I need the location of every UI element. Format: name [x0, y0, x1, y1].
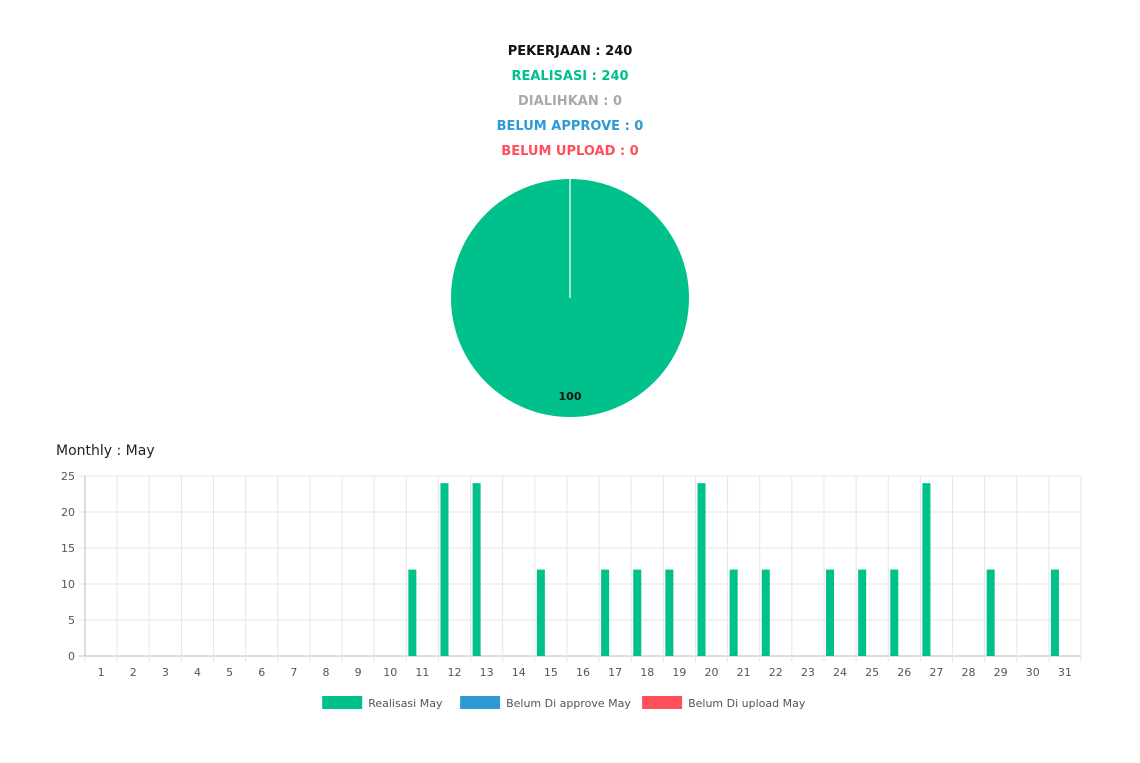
- x-tick-label: 27: [929, 666, 943, 679]
- x-tick-label: 6: [258, 666, 265, 679]
- belum-upload-total: BELUM UPLOAD : 0: [501, 144, 639, 159]
- bar-realisasi-may-day-12[interactable]: [440, 483, 449, 656]
- bar-realisasi-may-day-19[interactable]: [665, 569, 674, 656]
- x-tick-label: 19: [672, 666, 686, 679]
- x-tick-label: 13: [480, 666, 494, 679]
- pie-chart: 100: [451, 179, 689, 417]
- y-tick-label: 10: [61, 578, 75, 591]
- bar-realisasi-may-day-25[interactable]: [858, 569, 867, 656]
- y-tick-label: 15: [61, 542, 75, 555]
- x-tick-label: 14: [512, 666, 526, 679]
- bar-realisasi-may-day-15[interactable]: [536, 569, 545, 656]
- x-tick-label: 21: [737, 666, 751, 679]
- x-tick-label: 31: [1058, 666, 1072, 679]
- bar-realisasi-may-day-20[interactable]: [697, 483, 706, 656]
- y-tick-label: 20: [61, 506, 75, 519]
- y-tick-label: 5: [68, 614, 75, 627]
- belum-approve-total: BELUM APPROVE : 0: [496, 119, 644, 134]
- x-tick-label: 15: [544, 666, 558, 679]
- y-tick-label: 25: [61, 470, 75, 483]
- bar-realisasi-may-day-22[interactable]: [761, 569, 770, 656]
- x-tick-label: 4: [194, 666, 201, 679]
- x-tick-label: 10: [383, 666, 397, 679]
- x-tick-label: 8: [322, 666, 329, 679]
- bar-realisasi-may-day-27[interactable]: [922, 483, 931, 656]
- x-tick-label: 2: [130, 666, 137, 679]
- y-tick-label: 0: [68, 650, 75, 663]
- dialihkan-total: DIALIHKAN : 0: [518, 94, 622, 109]
- pie-data-label: 100: [559, 390, 582, 403]
- x-tick-label: 22: [769, 666, 783, 679]
- monthly-title: Monthly : May: [56, 443, 155, 459]
- bar-realisasi-may-day-24[interactable]: [826, 569, 835, 656]
- x-tick-label: 9: [355, 666, 362, 679]
- bar-realisasi-may-day-11[interactable]: [408, 569, 417, 656]
- x-tick-label: 16: [576, 666, 590, 679]
- x-tick-label: 29: [994, 666, 1008, 679]
- x-tick-label: 12: [447, 666, 461, 679]
- bar-realisasi-may-day-26[interactable]: [890, 569, 899, 656]
- x-tick-label: 5: [226, 666, 233, 679]
- x-tick-label: 3: [162, 666, 169, 679]
- x-tick-label: 7: [290, 666, 297, 679]
- x-tick-label: 30: [1026, 666, 1040, 679]
- x-tick-label: 11: [415, 666, 429, 679]
- pekerjaan-total: PEKERJAAN : 240: [507, 44, 633, 59]
- x-tick-label: 25: [865, 666, 879, 679]
- x-tick-label: 17: [608, 666, 622, 679]
- x-tick-label: 18: [640, 666, 654, 679]
- bar-realisasi-may-day-13[interactable]: [472, 483, 481, 656]
- x-tick-label: 1: [98, 666, 105, 679]
- bar-realisasi-may-day-21[interactable]: [729, 569, 738, 656]
- legend-label[interactable]: Realisasi May: [368, 697, 443, 710]
- summary-panel: PEKERJAAN : 240 REALISASI : 240 DIALIHKA…: [0, 43, 1140, 168]
- x-tick-label: 20: [705, 666, 719, 679]
- x-tick-label: 28: [962, 666, 976, 679]
- legend-label[interactable]: Belum Di approve May: [506, 697, 631, 710]
- legend-swatch[interactable]: [322, 696, 363, 709]
- bar-realisasi-may-day-29[interactable]: [986, 569, 995, 656]
- bar-realisasi-may-day-18[interactable]: [633, 569, 642, 656]
- x-tick-label: 24: [833, 666, 847, 679]
- bar-realisasi-may-day-17[interactable]: [601, 569, 610, 656]
- realisasi-total: REALISASI : 240: [511, 69, 629, 84]
- x-tick-label: 26: [897, 666, 911, 679]
- legend-label[interactable]: Belum Di upload May: [688, 697, 806, 710]
- bar-realisasi-may-day-31[interactable]: [1050, 569, 1059, 656]
- legend-swatch[interactable]: [642, 696, 683, 709]
- x-tick-label: 23: [801, 666, 815, 679]
- legend-swatch[interactable]: [460, 696, 501, 709]
